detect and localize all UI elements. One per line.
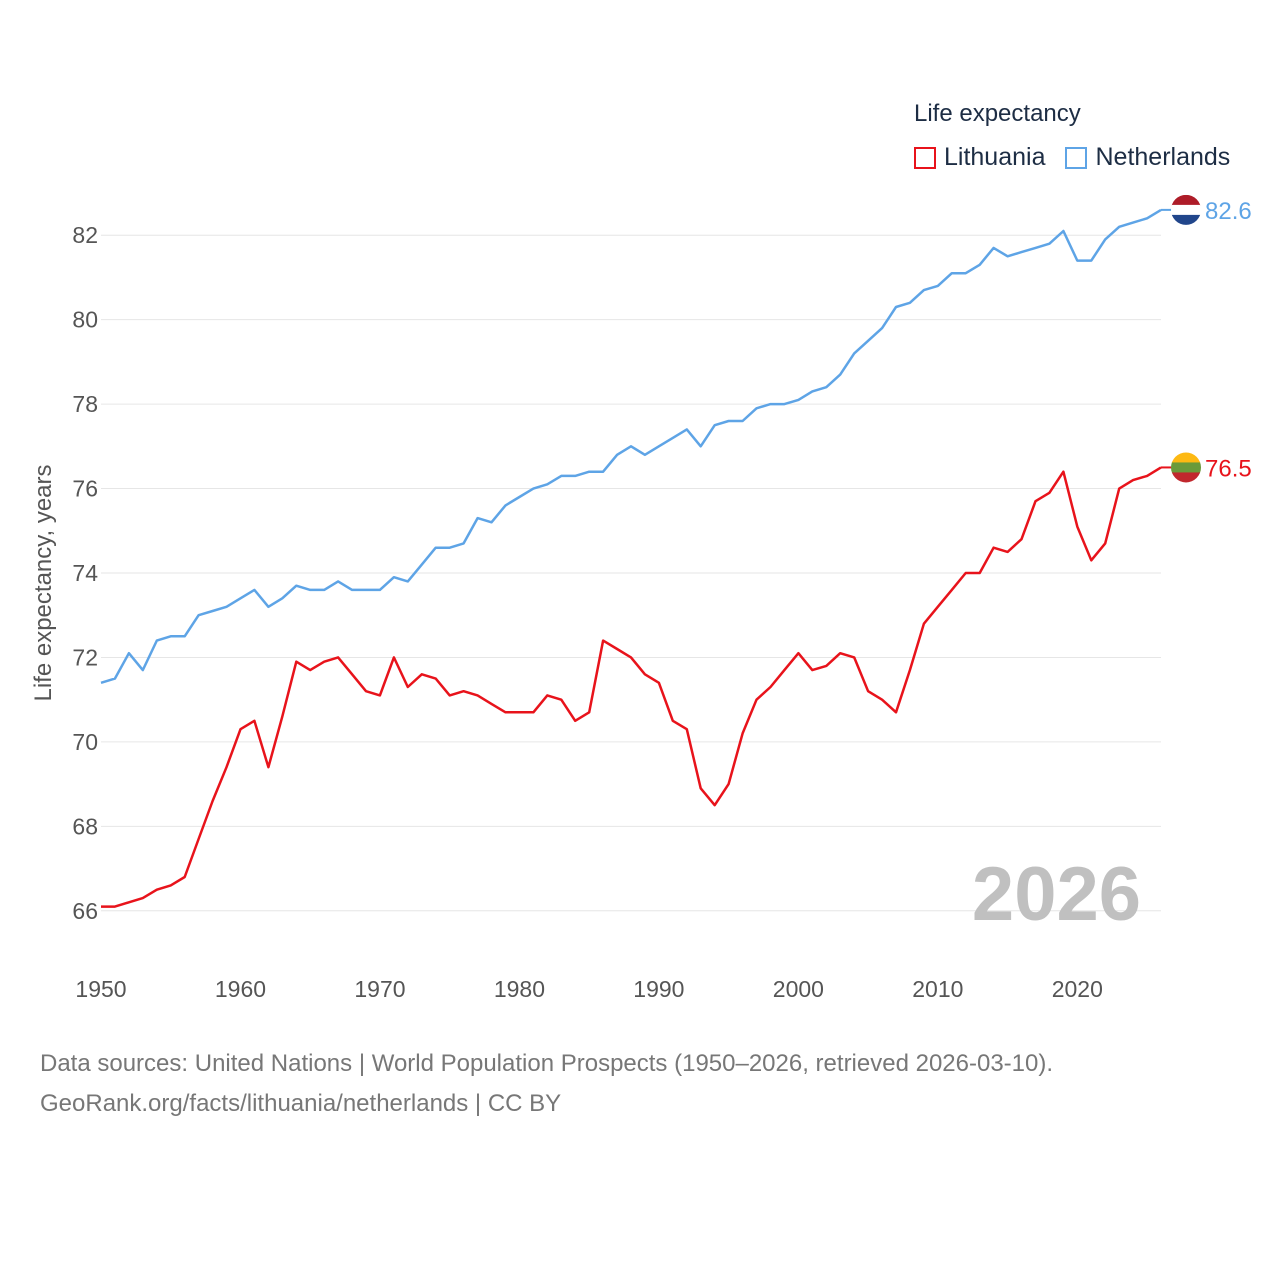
line-chart: 66 68 70 72 74 76 78 80 82 1950 1960 1970 1980 1990 20… (30, 194, 1252, 1002)
series-line-netherlands (100, 208, 1162, 684)
y-tick-label-78: 78 (72, 391, 98, 417)
flag-stripe-lithuania-1 (1171, 462, 1201, 473)
year-watermark: 2026 (972, 852, 1141, 937)
flag-stripe-netherlands-2 (1171, 214, 1201, 225)
y-tick-label-66: 66 (72, 898, 98, 924)
flag-icon-lithuania (1171, 452, 1201, 483)
source-line-1: Data sources: United Nations | World Pop… (40, 1050, 1054, 1077)
legend: Lithuania Netherlands (914, 143, 1250, 172)
end-value-label-netherlands: 82.6 (1205, 198, 1252, 225)
end-value-label-lithuania: 76.5 (1205, 455, 1252, 482)
y-tick-label-74: 74 (72, 560, 98, 586)
source-note: Data sources: United Nations | World Pop… (40, 1044, 1053, 1124)
x-tick-label-1980: 1980 (494, 976, 545, 1002)
legend-swatch-lithuania (914, 146, 936, 169)
x-tick-label-2010: 2010 (912, 976, 963, 1002)
x-tick-label-1990: 1990 (633, 976, 684, 1002)
x-tick-label-2000: 2000 (773, 976, 824, 1002)
y-tick-label-76: 76 (72, 476, 98, 502)
y-tick-label-80: 80 (72, 307, 98, 333)
x-tick-label-1960: 1960 (215, 976, 266, 1002)
legend-title: Life expectancy (914, 100, 1081, 127)
x-tick-label-1950: 1950 (75, 976, 126, 1002)
flag-stripe-lithuania-2 (1171, 472, 1201, 483)
source-line-2: GeoRank.org/facts/lithuania/netherlands … (40, 1090, 562, 1117)
legend-swatch-netherlands (1065, 146, 1088, 169)
y-tick-label-82: 82 (72, 222, 98, 248)
series-line-lithuania (101, 466, 1162, 908)
legend-label-netherlands: Netherlands (1095, 143, 1231, 171)
x-tick-label-1970: 1970 (354, 976, 405, 1002)
y-tick-label-72: 72 (72, 644, 98, 670)
x-tick-label-2020: 2020 (1052, 976, 1103, 1002)
legend-label-lithuania: Lithuania (944, 143, 1046, 171)
flag-stripe-lithuania-0 (1171, 452, 1201, 463)
flag-stripe-netherlands-1 (1171, 204, 1201, 216)
legend-item-lithuania[interactable]: Lithuania (914, 143, 1045, 172)
flag-icon-netherlands (1171, 194, 1201, 225)
y-tick-label-68: 68 (72, 813, 98, 839)
legend-item-netherlands[interactable]: Netherlands (1065, 143, 1230, 172)
y-axis-label: Life expectancy, years (30, 464, 57, 701)
y-tick-label-70: 70 (72, 729, 98, 755)
flag-stripe-netherlands-0 (1171, 194, 1201, 206)
